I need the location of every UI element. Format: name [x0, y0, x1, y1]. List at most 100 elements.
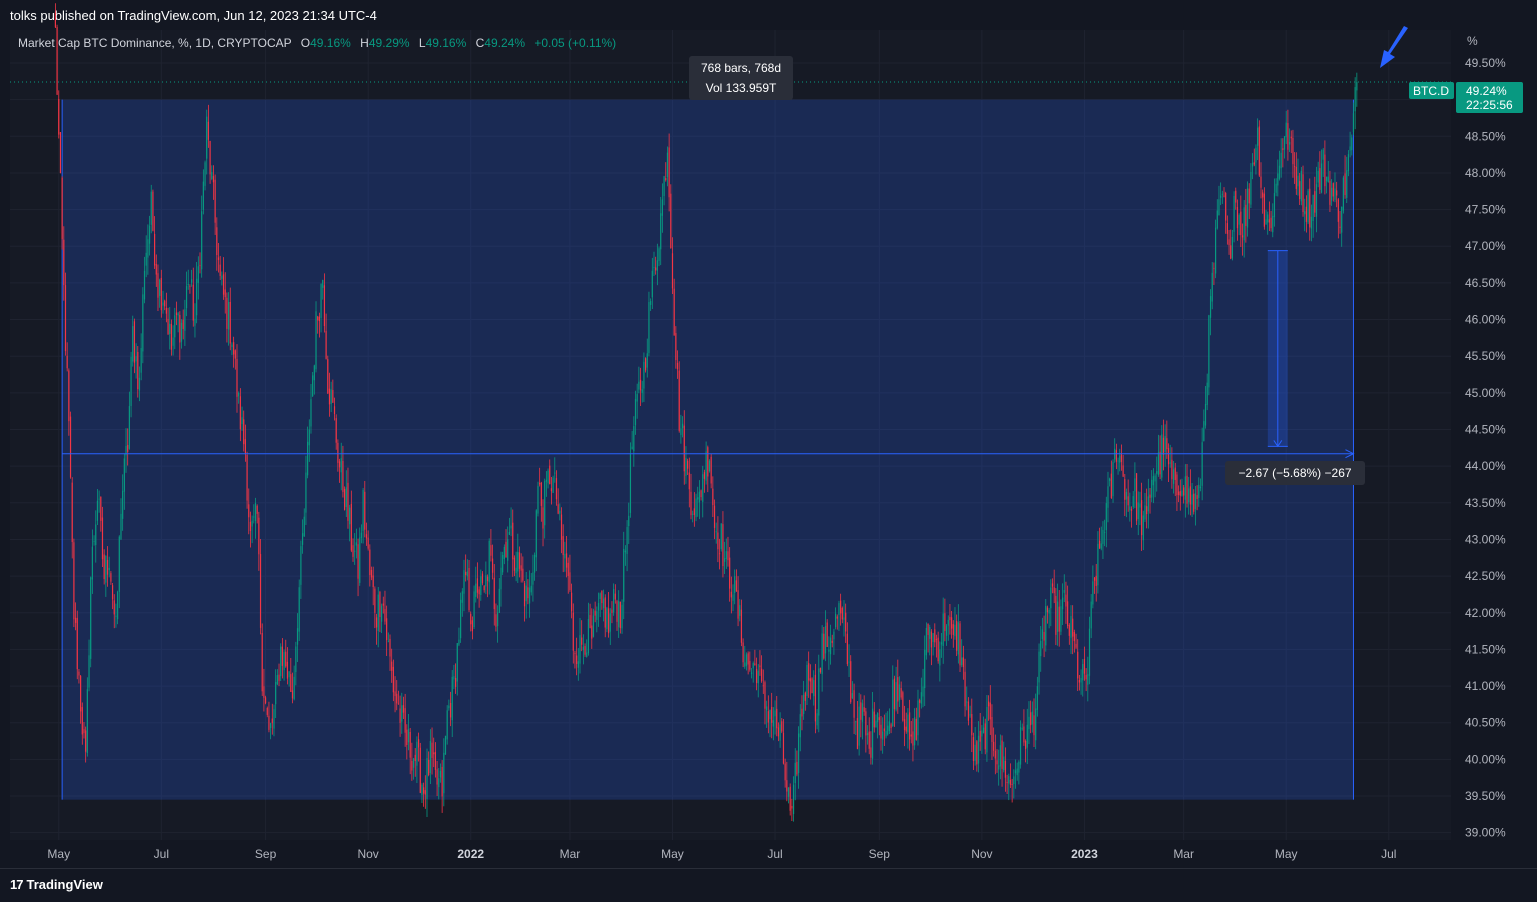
candle-body — [668, 147, 670, 198]
candle-body — [1040, 640, 1042, 657]
candle-body — [344, 488, 346, 510]
candle-body — [579, 635, 581, 664]
candle-body — [772, 720, 774, 727]
candle-body — [1127, 496, 1129, 506]
candle-body — [1105, 503, 1107, 531]
candle-body — [845, 612, 847, 632]
candle-body — [939, 649, 941, 666]
candle-body — [850, 661, 852, 703]
candle-body — [981, 730, 983, 737]
chart-area[interactable] — [10, 30, 1451, 840]
candle-body — [1240, 211, 1242, 236]
candle-body — [754, 663, 756, 666]
candle-body — [636, 394, 638, 402]
candle-body — [66, 355, 68, 369]
candle-body — [873, 711, 875, 728]
candle-body — [468, 567, 470, 611]
candle-body — [764, 682, 766, 709]
candle-body — [725, 551, 727, 560]
footer-brand-text: TradingView — [26, 877, 103, 892]
candle-body — [110, 573, 112, 582]
candle-body — [724, 558, 726, 562]
candle-body — [823, 633, 825, 659]
candle-body — [1119, 455, 1121, 463]
candle-body — [673, 288, 675, 336]
candle-body — [523, 583, 526, 607]
candle-body — [298, 587, 300, 632]
candle-body — [977, 735, 980, 764]
candle-body — [1189, 486, 1191, 505]
candle-body — [465, 571, 467, 576]
footer-brand[interactable]: 17 TradingView — [10, 877, 103, 892]
measure-tooltip-bg — [1225, 461, 1365, 485]
candle-body — [362, 489, 364, 531]
candle-body — [1332, 183, 1334, 197]
candle-body — [143, 270, 146, 300]
candle-body — [209, 140, 211, 175]
candle-body — [712, 488, 714, 506]
candle-body — [375, 617, 378, 628]
candle-body — [722, 524, 724, 567]
candle-body — [271, 718, 273, 724]
price-axis[interactable]: 49.50%49.00%48.50%48.00%47.50%47.00%46.5… — [1465, 56, 1506, 840]
candle-body — [759, 665, 761, 668]
candle-body — [1337, 199, 1339, 222]
candle-body — [1346, 170, 1348, 198]
candle-body — [481, 573, 484, 584]
candle-body — [392, 666, 394, 693]
candle-body — [296, 628, 299, 645]
symbol-legend[interactable]: Market Cap BTC Dominance, %, 1D, CRYPTOC… — [18, 36, 616, 50]
candle-body — [69, 416, 72, 478]
candle-body — [1137, 502, 1139, 520]
candle-body — [703, 472, 706, 479]
tradingview-logo-icon: 17 — [10, 877, 24, 892]
candle-body — [74, 617, 77, 623]
candle-body — [681, 423, 684, 429]
candle-body — [1053, 587, 1055, 594]
candle-body — [118, 536, 120, 592]
candle-body — [387, 641, 389, 643]
candle-body — [380, 605, 383, 622]
candle-body — [160, 277, 162, 311]
price-tick-label: 47.00% — [1465, 239, 1506, 253]
candle-body — [626, 527, 628, 554]
candle-body — [1209, 296, 1212, 318]
candle-body — [803, 694, 805, 714]
candle-body — [212, 176, 215, 183]
candle-body — [204, 162, 206, 186]
time-axis[interactable]: May Jul Sep Nov 2022 Mar May Jul Sep Nov 2023 Mar Ma… — [47, 847, 1396, 861]
candle-body — [782, 732, 785, 764]
candle-body — [940, 642, 943, 645]
candle-body — [283, 652, 285, 671]
candle-body — [308, 429, 310, 446]
candle-body — [1144, 505, 1146, 520]
candle-body — [1051, 583, 1054, 587]
candle-body — [718, 553, 721, 555]
candle-body — [1157, 452, 1160, 475]
candle-body — [555, 478, 558, 500]
candle-body — [303, 516, 305, 537]
candle-body — [796, 761, 798, 775]
candle-body — [792, 784, 795, 815]
candle-body — [591, 625, 593, 639]
candle-body — [562, 536, 564, 556]
candle-body — [286, 661, 289, 679]
price-tick-label: 43.50% — [1465, 496, 1506, 510]
candle-body — [865, 711, 867, 736]
candle-body — [1241, 235, 1244, 238]
candle-body — [154, 233, 156, 266]
candle-body — [1235, 190, 1237, 203]
candle-body — [505, 541, 507, 558]
candle-body — [917, 700, 919, 736]
candle-body — [801, 708, 803, 717]
candle-body — [680, 428, 682, 435]
candle-body — [310, 399, 312, 427]
candle-body — [365, 534, 368, 539]
candle-body — [727, 551, 729, 561]
candle-body — [100, 496, 102, 521]
candle-body — [1191, 494, 1193, 505]
candle-body — [1315, 184, 1318, 217]
symbol-tag-bg — [1409, 82, 1454, 99]
candle-body — [419, 747, 421, 793]
